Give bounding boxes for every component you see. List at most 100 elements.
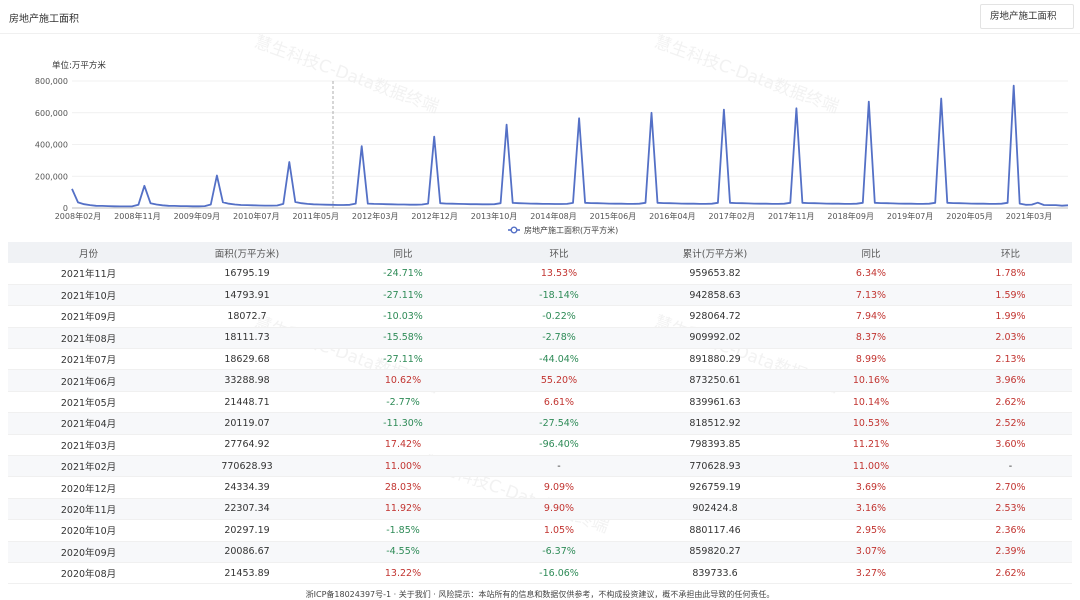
mom-cell: -0.22%	[481, 305, 637, 328]
yoy-cell: -11.30%	[325, 412, 481, 435]
month-cell: 2021年08月	[8, 327, 169, 350]
x-tick-label: 2013年10月	[471, 211, 518, 221]
mom-cell: 9.90%	[481, 498, 637, 521]
mom-cell: -2.78%	[481, 327, 637, 350]
chart-svg: 单位:万平方米 800,000 600,000 400,000 200,000 0 20…	[35, 60, 1069, 235]
cumulative-yoy-cell: 3.27%	[793, 562, 949, 585]
table-row: 2020年12月 24334.39 28.03% 9.09% 926759.19 3.69…	[8, 476, 1072, 499]
table-row: 2020年09月 20086.67 -4.55% -6.37% 859820.27 3.0…	[8, 541, 1072, 563]
mom-cell: 1.05%	[481, 519, 637, 542]
cumulative-cell: 959653.82	[637, 263, 793, 285]
mom-cell: -27.54%	[481, 412, 637, 435]
y-tick-label: 200,000	[35, 172, 68, 181]
column-header-mom[interactable]: 环比	[481, 242, 637, 263]
table-row: 2021年07月 18629.68 -27.11% -44.04% 891880.29 8…	[8, 348, 1072, 371]
month-cell: 2021年10月	[8, 284, 169, 307]
x-tick-label: 2010年07月	[233, 211, 280, 221]
table-row: 2020年11月 22307.34 11.92% 9.90% 902424.8 3.16%…	[8, 498, 1072, 521]
cumulative-yoy-cell: 11.21%	[793, 434, 949, 457]
column-header-yoy[interactable]: 同比	[325, 242, 481, 263]
y-tick-label: 800,000	[35, 77, 68, 86]
cumulative-mom-cell: 2.39%	[949, 541, 1072, 563]
cumulative-cell: 839733.6	[637, 562, 793, 585]
cumulative-mom-cell: 2.62%	[949, 562, 1072, 585]
yoy-cell: 13.22%	[325, 562, 481, 585]
cumulative-yoy-cell: 7.94%	[793, 305, 949, 328]
table-row: 2021年02月 770628.93 11.00% -770628.93 11.00% -	[8, 455, 1072, 478]
month-cell: 2021年11月	[8, 263, 169, 285]
cumulative-mom-cell: 3.96%	[949, 369, 1072, 392]
table-header-row: 月份 面积(万平方米) 同比 环比 累计(万平方米) 同比 环比	[8, 242, 1072, 263]
cumulative-yoy-cell: 6.34%	[793, 263, 949, 285]
x-tick-label: 2020年05月	[946, 211, 993, 221]
column-header-month[interactable]: 月份	[8, 242, 169, 263]
column-header-area[interactable]: 面积(万平方米)	[169, 242, 325, 263]
mom-cell: 9.09%	[481, 476, 637, 499]
yoy-cell: -15.58%	[325, 327, 481, 350]
cumulative-mom-cell: 2.03%	[949, 327, 1072, 350]
header-divider	[0, 33, 1080, 34]
yoy-cell: -2.77%	[325, 391, 481, 414]
month-cell: 2020年12月	[8, 476, 169, 499]
legend[interactable]: 房地产施工面积(万平方米)	[508, 225, 618, 235]
area-cell: 33288.98	[169, 369, 325, 392]
area-cell: 14793.91	[169, 284, 325, 307]
cumulative-cell: 818512.92	[637, 412, 793, 435]
cumulative-cell: 902424.8	[637, 498, 793, 521]
column-header-cumulative[interactable]: 累计(万平方米)	[637, 242, 793, 263]
y-tick-label: 0	[63, 204, 68, 213]
cumulative-cell: 839961.63	[637, 391, 793, 414]
cumulative-cell: 859820.27	[637, 541, 793, 563]
table-body: 2021年11月 16795.19 -24.71% 13.53% 959653.82 6.…	[8, 263, 1072, 585]
column-header-cumulative-yoy[interactable]: 同比	[793, 242, 949, 263]
x-tick-label: 2009年09月	[174, 211, 221, 221]
mom-cell: -6.37%	[481, 541, 637, 563]
cumulative-yoy-cell: 3.69%	[793, 476, 949, 499]
area-cell: 22307.34	[169, 498, 325, 521]
cumulative-mom-cell: 2.62%	[949, 391, 1072, 414]
mom-cell: -18.14%	[481, 284, 637, 307]
cumulative-yoy-cell: 10.16%	[793, 369, 949, 392]
month-cell: 2020年09月	[8, 541, 169, 563]
cumulative-mom-cell: 1.99%	[949, 305, 1072, 328]
cumulative-mom-cell: 2.52%	[949, 412, 1072, 435]
area-cell: 770628.93	[169, 455, 325, 478]
yoy-cell: -27.11%	[325, 284, 481, 307]
table-row: 2021年08月 18111.73 -15.58% -2.78% 909992.02 8.…	[8, 327, 1072, 350]
top-bar: 房地产施工面积 房地产施工面积	[0, 0, 1080, 32]
cumulative-mom-cell: 2.53%	[949, 498, 1072, 521]
cumulative-mom-cell: 3.60%	[949, 434, 1072, 457]
yoy-cell: 11.92%	[325, 498, 481, 521]
y-tick-label: 400,000	[35, 141, 68, 150]
table-row: 2021年05月 21448.71 -2.77% 6.61% 839961.63 10.1…	[8, 391, 1072, 414]
yoy-cell: -27.11%	[325, 348, 481, 371]
cumulative-yoy-cell: 3.07%	[793, 541, 949, 563]
x-tick-label: 2016年04月	[649, 211, 696, 221]
cumulative-cell: 926759.19	[637, 476, 793, 499]
x-tick-label: 2008年11月	[114, 211, 161, 221]
mom-cell: -44.04%	[481, 348, 637, 371]
mom-cell: -96.40%	[481, 434, 637, 457]
mom-cell: 13.53%	[481, 263, 637, 285]
x-tick-label: 2018年09月	[827, 211, 874, 221]
table-row: 2021年11月 16795.19 -24.71% 13.53% 959653.82 6.…	[8, 263, 1072, 285]
yoy-cell: 11.00%	[325, 455, 481, 478]
yoy-cell: 17.42%	[325, 434, 481, 457]
month-cell: 2021年07月	[8, 348, 169, 371]
area-cell: 18072.7	[169, 305, 325, 328]
table-row: 2021年10月 14793.91 -27.11% -18.14% 942858.63 7…	[8, 284, 1072, 307]
mom-cell: -16.06%	[481, 562, 637, 585]
cumulative-mom-cell: 2.36%	[949, 519, 1072, 542]
yoy-cell: -10.03%	[325, 305, 481, 328]
cumulative-yoy-cell: 8.37%	[793, 327, 949, 350]
month-cell: 2021年02月	[8, 455, 169, 478]
cumulative-yoy-cell: 2.95%	[793, 519, 949, 542]
area-cell: 16795.19	[169, 263, 325, 285]
column-header-cumulative-mom[interactable]: 环比	[949, 242, 1072, 263]
indicator-select[interactable]: 房地产施工面积	[980, 4, 1074, 29]
x-tick-label: 2019年07月	[887, 211, 934, 221]
month-cell: 2020年08月	[8, 562, 169, 585]
cumulative-yoy-cell: 10.14%	[793, 391, 949, 414]
cumulative-cell: 770628.93	[637, 455, 793, 478]
x-tick-label: 2012年12月	[411, 211, 458, 221]
